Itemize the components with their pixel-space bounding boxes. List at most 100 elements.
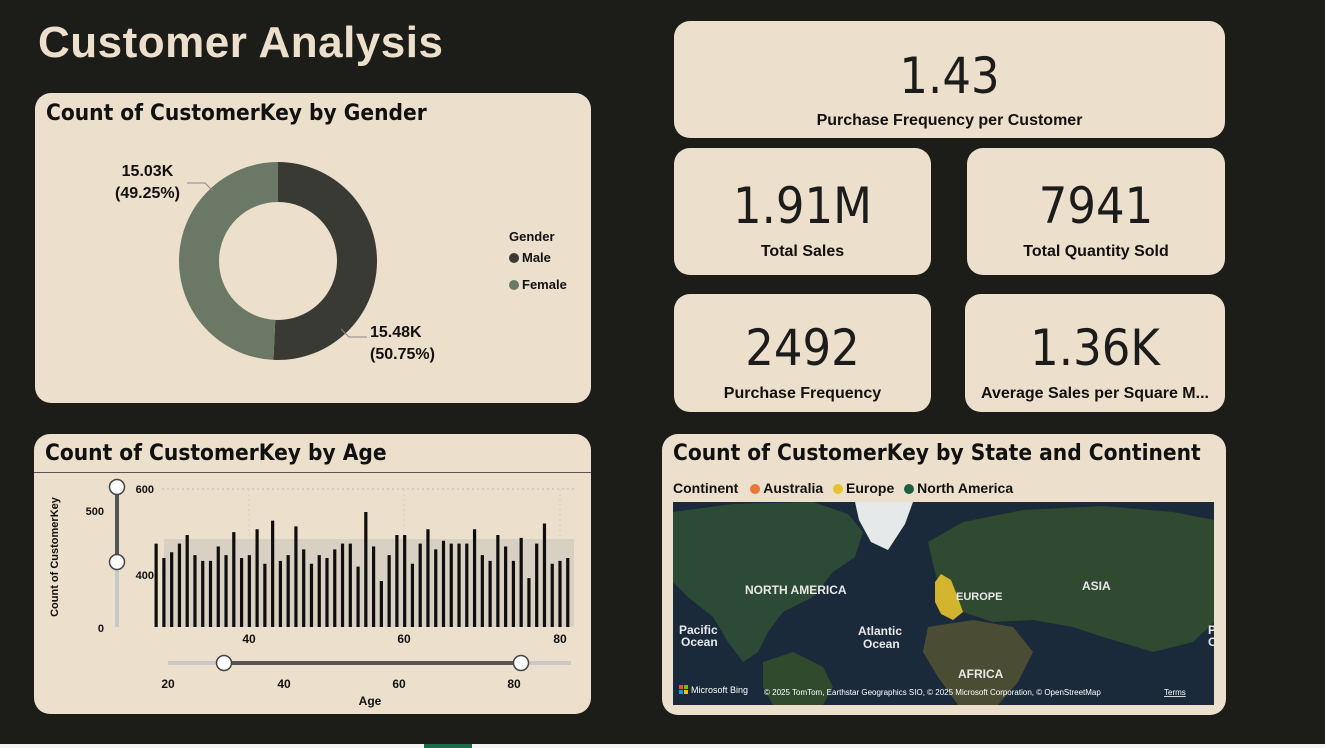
x-slider-tick-60: 60 [392,677,406,691]
age-bar[interactable] [317,555,321,627]
age-bar[interactable] [216,546,220,628]
age-bar[interactable] [550,563,554,627]
age-bar[interactable] [488,560,492,627]
age-bar[interactable] [387,555,391,627]
age-bar[interactable] [457,543,461,627]
age-bar[interactable] [403,535,407,627]
age-bar[interactable] [465,543,469,627]
x-tick-60: 60 [397,632,411,646]
active-tab-indicator[interactable] [424,744,472,748]
legend-australia-dot [750,484,761,494]
legend-female-dot [509,280,519,290]
terms-link[interactable]: Terms [1164,688,1186,697]
africa-land [923,620,1033,705]
page-tabs-strip [0,744,1325,748]
legend-male[interactable]: Male [509,250,551,265]
bing-logo-icon [679,685,688,694]
gender-chart-card[interactable]: Count of CustomerKey by Gender 15.03K (4… [35,93,591,403]
age-bar[interactable] [294,526,298,627]
map-label-north-america: NORTH AMERICA [745,583,847,597]
kpi-value: 1.91M [732,177,873,235]
female-slice[interactable] [178,162,278,360]
age-chart-card[interactable]: Count of CustomerKey by Age Count of Cus… [34,434,591,714]
age-bar[interactable] [263,563,267,627]
age-bar[interactable] [154,543,158,627]
title-divider [34,472,591,473]
age-bar[interactable] [519,537,523,627]
age-bar[interactable] [333,549,337,627]
legend-europe[interactable]: Europe [833,480,894,496]
age-bar[interactable] [177,543,182,627]
map-chart-card[interactable]: Count of CustomerKey by State and Contin… [662,434,1226,715]
map-label-europe: EUROPE [956,591,1002,603]
age-bar[interactable] [247,555,251,627]
age-bar[interactable] [511,560,515,627]
age-bar[interactable] [472,529,477,627]
age-bar[interactable] [286,555,290,627]
age-bar[interactable] [426,529,430,627]
age-bar[interactable] [193,555,197,627]
gender-chart-title: Count of CustomerKey by Gender [46,101,427,126]
y-slider-lower-handle[interactable] [108,553,126,571]
legend-north-america[interactable]: North America [904,480,1013,496]
age-bar[interactable] [201,560,205,627]
legend-australia[interactable]: Australia [750,480,823,496]
map-label-atlantic-ocean: Ocean [863,637,900,651]
kpi-card-total-sales[interactable]: 1.91M Total Sales [674,148,931,275]
age-bar[interactable] [185,535,189,627]
x-slider-tick-40: 40 [277,677,291,691]
world-map[interactable]: NORTH AMERICA EUROPE ASIA AFRICA Pacific… [673,502,1214,705]
age-bar[interactable] [255,529,259,627]
age-bar[interactable] [558,560,562,627]
male-value: 15.48K [370,324,422,341]
age-bar[interactable] [232,532,236,627]
age-bar[interactable] [566,558,570,627]
map-label-asia: ASIA [1082,579,1111,593]
age-bar[interactable] [239,558,244,627]
bing-label: Microsoft Bing [691,685,748,695]
kpi-value: 1.43 [899,47,1000,105]
age-bar[interactable] [162,558,166,627]
legend-female[interactable]: Female [509,277,567,292]
age-bar[interactable] [504,546,508,628]
age-bar[interactable] [170,552,174,627]
male-pct: (50.75%) [370,346,435,363]
age-bar[interactable] [271,520,275,627]
age-bar[interactable] [395,535,399,627]
age-bar[interactable] [480,555,484,627]
age-bar[interactable] [348,543,352,627]
age-bar[interactable] [434,549,438,627]
age-bar[interactable] [208,560,213,627]
x-slider-lower-handle[interactable] [215,654,233,672]
age-bar[interactable] [527,578,531,627]
age-bar[interactable] [535,543,539,627]
map-attribution: © 2025 TomTom, Earthstar Geographics SIO… [764,688,1101,697]
age-bar[interactable] [449,543,453,627]
female-leader-line [187,182,214,192]
age-bar[interactable] [542,523,547,628]
kpi-card-total-quantity[interactable]: 7941 Total Quantity Sold [967,148,1225,275]
male-data-label: 15.48K (50.75%) [370,322,435,366]
age-bar[interactable] [224,555,228,627]
age-bar[interactable] [418,543,422,627]
y-slider-upper-handle[interactable] [108,478,126,496]
age-bar[interactable] [496,535,500,627]
kpi-card-purchase-freq-per-customer[interactable]: 1.43 Purchase Frequency per Customer [674,21,1225,138]
age-bar[interactable] [441,540,446,627]
age-bar[interactable] [278,560,282,627]
age-bar[interactable] [325,558,329,627]
age-bar[interactable] [302,549,306,627]
map-chart-title: Count of CustomerKey by State and Contin… [673,441,1201,466]
age-bar[interactable] [364,512,368,627]
age-bar[interactable] [309,563,314,627]
age-bar[interactable] [340,543,345,627]
x-slider-upper-handle[interactable] [512,654,530,672]
y-axis-title: Count of CustomerKey [49,496,61,617]
kpi-card-avg-sales-sqm[interactable]: 1.36K Average Sales per Square M... [965,294,1225,412]
kpi-card-purchase-frequency[interactable]: 2492 Purchase Frequency [674,294,931,412]
age-bar[interactable] [379,581,383,627]
age-bar[interactable] [372,546,376,628]
age-bar[interactable] [356,566,360,627]
male-slice[interactable] [273,162,377,360]
age-bar[interactable] [410,563,415,627]
